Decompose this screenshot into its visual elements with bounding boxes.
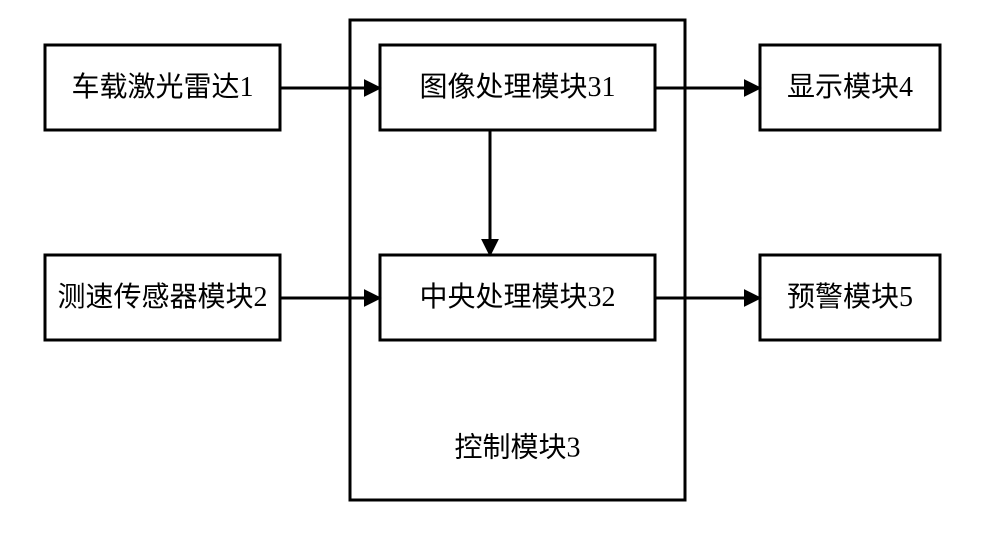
node-label-cpu: 中央处理模块32 (419, 281, 615, 313)
block-diagram: 控制模块3 车载激光雷达1 测速传感器模块2 图像处理模块31 中央处理模块32 显示模块… (0, 0, 1000, 553)
node-speed: 测速传感器模块2 (45, 255, 280, 340)
node-label-display: 显示模块4 (787, 71, 913, 103)
node-label-speed: 测速传感器模块2 (57, 281, 267, 313)
node-label-warn: 预警模块5 (787, 281, 913, 313)
node-cpu: 中央处理模块32 (380, 255, 655, 340)
node-label-imgproc: 图像处理模块31 (419, 71, 615, 103)
node-imgproc: 图像处理模块31 (380, 45, 655, 130)
node-label-control: 控制模块3 (454, 431, 580, 463)
node-lidar: 车载激光雷达1 (45, 45, 280, 130)
node-label-lidar: 车载激光雷达1 (71, 71, 253, 103)
node-warn: 预警模块5 (760, 255, 940, 340)
node-display: 显示模块4 (760, 45, 940, 130)
